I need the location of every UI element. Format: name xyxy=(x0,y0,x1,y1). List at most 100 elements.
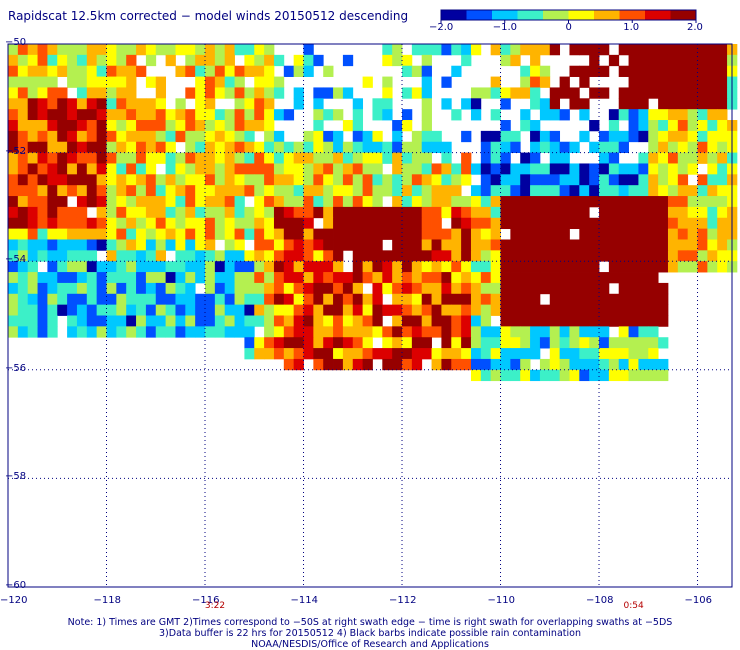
heatmap-cell xyxy=(106,141,117,153)
heatmap-cell xyxy=(273,54,285,67)
heatmap-cell xyxy=(27,272,38,284)
heatmap-cell xyxy=(76,282,88,295)
heatmap-cell xyxy=(96,76,107,88)
heatmap-cell xyxy=(490,369,501,382)
heatmap-cell xyxy=(145,76,157,88)
heatmap-cell xyxy=(283,228,295,240)
heatmap-cell xyxy=(589,304,600,316)
heatmap-cell xyxy=(273,250,285,262)
heatmap-cell xyxy=(303,261,314,273)
heatmap-cell xyxy=(254,76,265,88)
heatmap-cell xyxy=(569,87,580,99)
heatmap-cell xyxy=(86,87,98,99)
heatmap-cell xyxy=(658,120,669,132)
heatmap-cell xyxy=(313,239,324,251)
heatmap-cell xyxy=(569,239,580,251)
heatmap-cell xyxy=(244,337,255,349)
heatmap-cell xyxy=(27,87,38,99)
heatmap-cell xyxy=(362,261,373,273)
heatmap-cell xyxy=(175,130,186,143)
heatmap-cell xyxy=(549,130,561,143)
heatmap-cell xyxy=(303,206,314,219)
heatmap-cell xyxy=(67,185,78,197)
heatmap-cell xyxy=(67,65,78,77)
heatmap-cell xyxy=(530,315,541,327)
heatmap-cell xyxy=(313,98,324,110)
heatmap-cell xyxy=(352,120,364,132)
heatmap-cell xyxy=(17,228,29,240)
heatmap-cell xyxy=(96,282,107,295)
heatmap-cell xyxy=(57,54,68,67)
heatmap-cell xyxy=(86,76,98,88)
heatmap-cell xyxy=(234,76,245,88)
heatmap-cell xyxy=(431,293,442,306)
heatmap-cell xyxy=(559,239,570,251)
heatmap-cell xyxy=(569,206,580,219)
heatmap-cell xyxy=(244,348,255,360)
heatmap-cell xyxy=(539,315,551,327)
heatmap-cell xyxy=(116,326,127,338)
heatmap-cell xyxy=(658,44,669,56)
heatmap-cell xyxy=(47,44,58,56)
heatmap-cell xyxy=(510,54,521,67)
heatmap-cell xyxy=(667,185,679,197)
heatmap-cell xyxy=(175,196,186,208)
heatmap-cell xyxy=(333,348,344,360)
heatmap-cell xyxy=(17,239,29,251)
heatmap-cell xyxy=(195,261,206,273)
heatmap-cell xyxy=(549,217,561,230)
heatmap-cell xyxy=(283,261,295,273)
heatmap-cell xyxy=(273,337,285,349)
heatmap-cell xyxy=(303,196,314,208)
heatmap-cell xyxy=(244,98,255,110)
heatmap-cell xyxy=(47,261,58,273)
heatmap-cell xyxy=(648,141,659,153)
heatmap-cell xyxy=(37,174,48,186)
heatmap-cell xyxy=(638,348,649,360)
heatmap-cell xyxy=(667,65,679,77)
heatmap-cell xyxy=(638,217,649,230)
heatmap-cell xyxy=(185,206,196,219)
heatmap-cell xyxy=(648,228,659,240)
heatmap-cell xyxy=(352,239,364,251)
heatmap-cell xyxy=(116,98,127,110)
heatmap-cell xyxy=(697,261,708,273)
heatmap-cell xyxy=(323,185,334,197)
heatmap-cell xyxy=(303,141,314,153)
heatmap-cell xyxy=(411,206,423,219)
heatmap-cell xyxy=(382,76,393,88)
heatmap-cell xyxy=(126,272,137,284)
heatmap-cell xyxy=(313,120,324,132)
heatmap-cell xyxy=(333,228,344,240)
heatmap-cell xyxy=(638,98,649,110)
heatmap-cell xyxy=(677,54,689,67)
heatmap-cell xyxy=(402,163,413,175)
heatmap-cell xyxy=(47,65,58,77)
heatmap-cell xyxy=(510,293,521,306)
heatmap-cell xyxy=(27,76,38,88)
heatmap-cell xyxy=(126,54,137,67)
heatmap-cell xyxy=(37,326,48,338)
heatmap-cell xyxy=(333,250,344,262)
heatmap-cell xyxy=(687,87,698,99)
heatmap-cell xyxy=(8,98,19,110)
heatmap-cell xyxy=(628,304,639,316)
heatmap-cell xyxy=(273,196,285,208)
heatmap-cell xyxy=(254,65,265,77)
heatmap-cell xyxy=(539,250,551,262)
heatmap-cell xyxy=(382,228,393,240)
heatmap-cell xyxy=(254,109,265,121)
heatmap-cell xyxy=(382,261,393,273)
heatmap-cell xyxy=(421,206,432,219)
heatmap-cell xyxy=(687,44,698,56)
heatmap-cell xyxy=(57,228,68,240)
heatmap-cell xyxy=(342,217,354,230)
heatmap-cell xyxy=(214,272,226,284)
heatmap-cell xyxy=(490,206,501,219)
heatmap-cell xyxy=(589,261,600,273)
heatmap-cell xyxy=(608,304,620,316)
heatmap-cell xyxy=(717,98,728,110)
heatmap-cell xyxy=(549,152,561,164)
heatmap-cell xyxy=(658,337,669,349)
heatmap-cell xyxy=(205,196,216,208)
